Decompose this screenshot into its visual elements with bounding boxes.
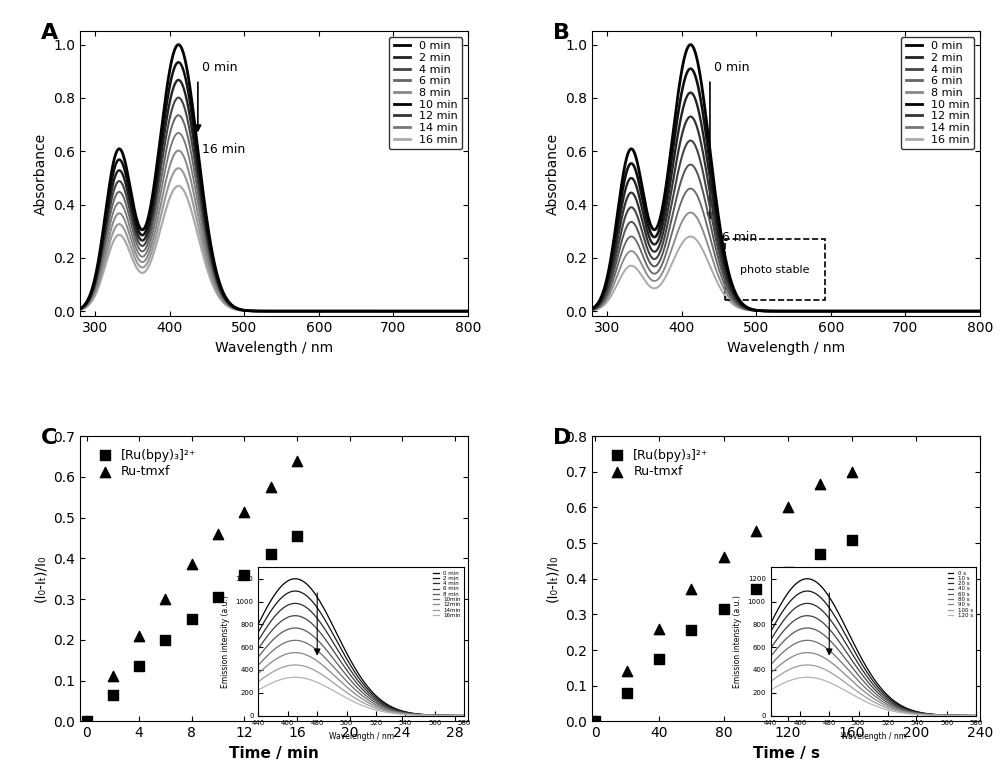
X-axis label: Wavelength / nm: Wavelength / nm bbox=[215, 341, 333, 355]
Text: photo stable: photo stable bbox=[740, 265, 810, 275]
[Ru(bpy)₃]²⁺ bbox=[157, 633, 173, 646]
Text: 0 min: 0 min bbox=[202, 61, 238, 74]
[Ru(bpy)₃]²⁺ bbox=[289, 530, 305, 543]
Text: B: B bbox=[553, 23, 570, 43]
Text: 16 min: 16 min bbox=[714, 231, 758, 244]
Ru-tmxf bbox=[289, 455, 305, 467]
Ru-tmxf bbox=[131, 630, 147, 642]
Text: 0 min: 0 min bbox=[714, 61, 750, 74]
[Ru(bpy)₃]²⁺ bbox=[210, 591, 226, 604]
[Ru(bpy)₃]²⁺ bbox=[651, 652, 667, 665]
Ru-tmxf bbox=[683, 583, 699, 596]
Ru-tmxf bbox=[812, 478, 828, 491]
Text: 16 min: 16 min bbox=[202, 143, 246, 156]
[Ru(bpy)₃]²⁺ bbox=[619, 687, 635, 699]
[Ru(bpy)₃]²⁺ bbox=[683, 624, 699, 637]
Ru-tmxf bbox=[748, 524, 764, 537]
Ru-tmxf bbox=[651, 622, 667, 635]
[Ru(bpy)₃]²⁺ bbox=[131, 660, 147, 673]
Legend: 0 min, 2 min, 4 min, 6 min, 8 min, 10 min, 12 min, 14 min, 16 min: 0 min, 2 min, 4 min, 6 min, 8 min, 10 mi… bbox=[389, 37, 462, 149]
[Ru(bpy)₃]²⁺ bbox=[79, 715, 95, 728]
Y-axis label: (I₀-Iₜ)/I₀: (I₀-Iₜ)/I₀ bbox=[546, 555, 560, 602]
Ru-tmxf bbox=[587, 715, 603, 728]
Ru-tmxf bbox=[157, 593, 173, 605]
[Ru(bpy)₃]²⁺ bbox=[716, 603, 732, 615]
[Ru(bpy)₃]²⁺ bbox=[236, 568, 252, 581]
Legend: [Ru(bpy)₃]²⁺, Ru-tmxf: [Ru(bpy)₃]²⁺, Ru-tmxf bbox=[86, 442, 203, 485]
X-axis label: Time / s: Time / s bbox=[753, 746, 820, 760]
[Ru(bpy)₃]²⁺ bbox=[263, 548, 279, 561]
[Ru(bpy)₃]²⁺ bbox=[780, 565, 796, 578]
Y-axis label: Absorbance: Absorbance bbox=[546, 132, 560, 215]
Ru-tmxf bbox=[236, 505, 252, 517]
Legend: [Ru(bpy)₃]²⁺, Ru-tmxf: [Ru(bpy)₃]²⁺, Ru-tmxf bbox=[598, 442, 715, 485]
Y-axis label: (I₀-Iₜ)/I₀: (I₀-Iₜ)/I₀ bbox=[34, 555, 48, 602]
X-axis label: Time / min: Time / min bbox=[229, 746, 319, 760]
[Ru(bpy)₃]²⁺ bbox=[844, 533, 860, 546]
Ru-tmxf bbox=[105, 670, 121, 683]
[Ru(bpy)₃]²⁺ bbox=[105, 688, 121, 701]
Ru-tmxf bbox=[619, 665, 635, 677]
Ru-tmxf bbox=[263, 481, 279, 493]
Ru-tmxf bbox=[716, 551, 732, 564]
[Ru(bpy)₃]²⁺ bbox=[748, 583, 764, 596]
Text: C: C bbox=[41, 427, 58, 448]
Bar bbox=[725, 239, 825, 300]
Text: A: A bbox=[41, 23, 58, 43]
[Ru(bpy)₃]²⁺ bbox=[587, 715, 603, 728]
Ru-tmxf bbox=[780, 501, 796, 514]
Ru-tmxf bbox=[79, 715, 95, 728]
[Ru(bpy)₃]²⁺ bbox=[184, 613, 200, 626]
[Ru(bpy)₃]²⁺ bbox=[812, 547, 828, 560]
X-axis label: Wavelength / nm: Wavelength / nm bbox=[727, 341, 845, 355]
Text: D: D bbox=[553, 427, 572, 448]
Ru-tmxf bbox=[210, 528, 226, 540]
Legend: 0 min, 2 min, 4 min, 6 min, 8 min, 10 min, 12 min, 14 min, 16 min: 0 min, 2 min, 4 min, 6 min, 8 min, 10 mi… bbox=[901, 37, 974, 149]
Y-axis label: Absorbance: Absorbance bbox=[34, 132, 48, 215]
Ru-tmxf bbox=[184, 558, 200, 571]
Ru-tmxf bbox=[844, 466, 860, 478]
